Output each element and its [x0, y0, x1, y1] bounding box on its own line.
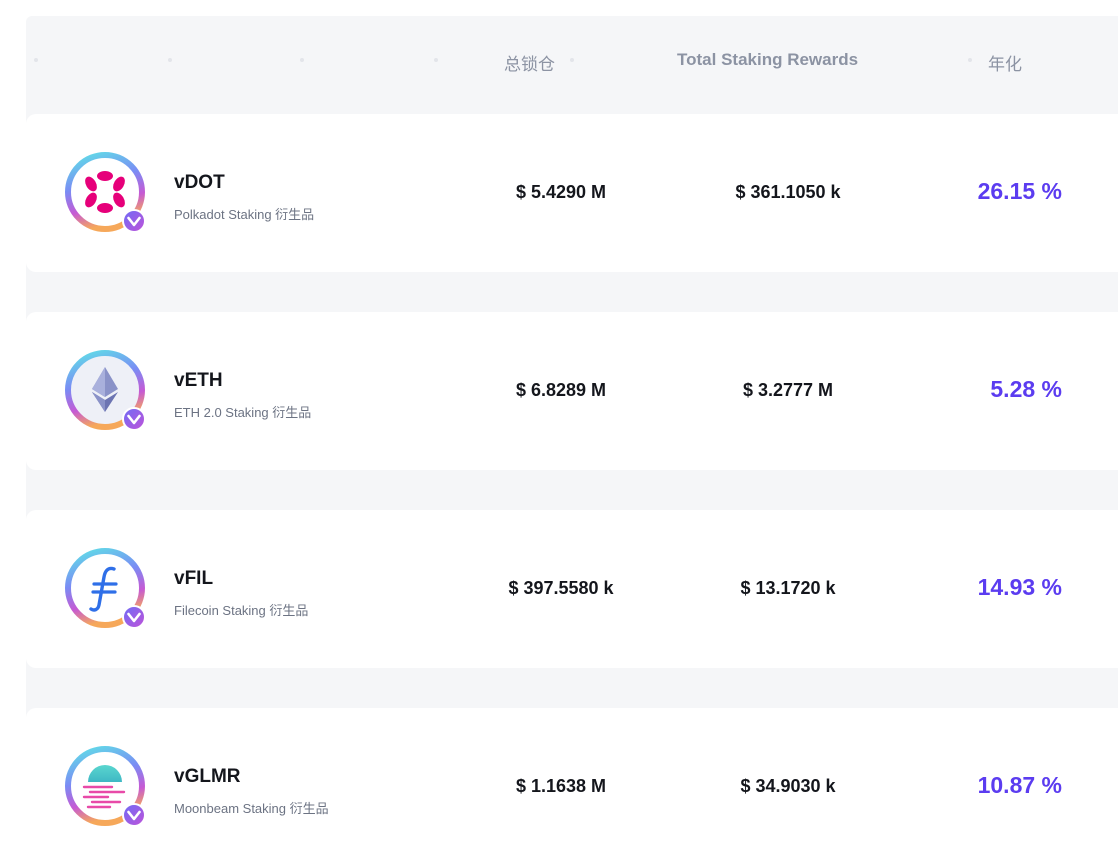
header-dot	[168, 58, 172, 62]
filecoin-icon	[65, 548, 146, 629]
table-row-veth[interactable]: vETH ETH 2.0 Staking 衍生品 $ 6.8289 M $ 3.…	[26, 312, 1118, 470]
header-apy[interactable]: 年化	[988, 55, 1022, 74]
rewards-value: $ 13.1720 k	[740, 578, 836, 598]
moonbeam-icon	[65, 746, 146, 827]
apy-value: 5.28 %	[990, 376, 1062, 402]
token-name: vFIL	[174, 568, 214, 589]
header-rewards[interactable]: Total Staking Rewards	[677, 50, 859, 69]
token-description: Moonbeam Staking 衍生品	[174, 801, 329, 816]
ethereum-icon	[65, 350, 146, 431]
apy-value: 14.93 %	[977, 574, 1062, 600]
apy-value: 26.15 %	[977, 178, 1062, 204]
header-dot	[300, 58, 304, 62]
token-name: vGLMR	[174, 766, 241, 787]
table-row-vdot[interactable]: vDOT Polkadot Staking 衍生品 $ 5.4290 M $ 3…	[26, 114, 1118, 272]
header-dot	[570, 58, 574, 62]
tvl-value: $ 6.8289 M	[515, 380, 607, 400]
table-row-vfil[interactable]: vFIL Filecoin Staking 衍生品 $ 397.5580 k $…	[26, 510, 1118, 668]
table-header: 总锁仓 Total Staking Rewards 年化	[26, 16, 1118, 106]
rewards-value: $ 34.9030 k	[740, 776, 836, 796]
tvl-value: $ 397.5580 k	[508, 578, 614, 598]
polkadot-icon	[65, 152, 146, 233]
header-tvl[interactable]: 总锁仓	[504, 55, 555, 74]
apy-value: 10.87 %	[977, 772, 1062, 798]
rewards-value: $ 3.2777 M	[742, 380, 834, 400]
token-description: Filecoin Staking 衍生品	[174, 603, 309, 618]
token-name: vDOT	[174, 172, 225, 193]
header-dot	[968, 58, 972, 62]
header-dot	[34, 58, 38, 62]
rewards-value: $ 361.1050 k	[735, 182, 841, 202]
header-dot	[434, 58, 438, 62]
token-name: vETH	[174, 370, 223, 391]
token-description: Polkadot Staking 衍生品	[174, 207, 315, 222]
tvl-value: $ 1.1638 M	[515, 776, 607, 796]
token-description: ETH 2.0 Staking 衍生品	[174, 405, 312, 420]
staking-table: 总锁仓 Total Staking Rewards 年化 vDOT Polkad…	[26, 16, 1118, 860]
tvl-value: $ 5.4290 M	[515, 182, 607, 202]
table-row-vglmr[interactable]: vGLMR Moonbeam Staking 衍生品 $ 1.1638 M $ …	[26, 708, 1118, 860]
